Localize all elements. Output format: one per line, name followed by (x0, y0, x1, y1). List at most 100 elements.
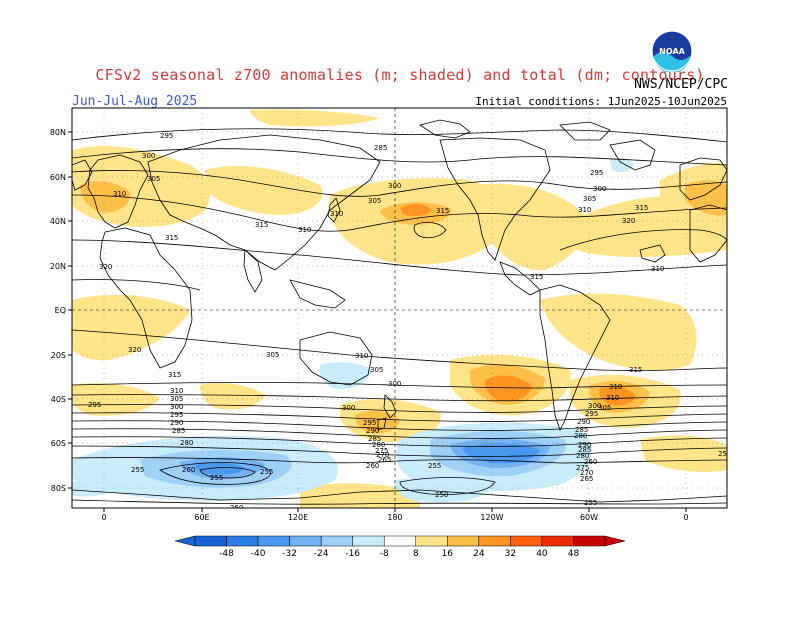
contour-label: 285 (374, 144, 387, 152)
lon-tick-label: 60W (580, 513, 598, 522)
contour-label: 255 (260, 468, 273, 476)
contour-label: 290 (577, 418, 590, 426)
lat-tick-label: 60N (50, 173, 66, 182)
colorbar-tick-label: 40 (536, 549, 548, 559)
contour-label: 315 (436, 207, 449, 215)
reference-lines (72, 108, 727, 508)
contour-label: 315 (629, 366, 642, 374)
colorbar-tick-label: -16 (345, 549, 360, 559)
colorbar-swatch (352, 535, 385, 547)
contour-label: 310 (170, 387, 183, 395)
contour-label: 305 (170, 395, 183, 403)
contour-label: 285 (172, 427, 185, 435)
lon-tick-label: 0 (683, 513, 688, 522)
graticule (72, 108, 727, 508)
positive-anomaly-shading (72, 109, 727, 508)
contour-label: 255 (131, 466, 144, 474)
contour-label: 290 (366, 427, 379, 435)
noaa-logo: NOAA (651, 30, 693, 72)
colorbar-swatch (383, 535, 417, 547)
contour-label: 255 (584, 499, 597, 507)
agency-label: NWS/NCEP/CPC (634, 77, 728, 92)
colorbar-swatch (415, 535, 448, 547)
contour-label: 255 (210, 474, 223, 482)
contour-label: 315 (635, 204, 648, 212)
contour-label: 290 (578, 441, 591, 449)
colorbar-tick-label: 32 (505, 549, 516, 559)
contour-label: 300 (342, 404, 355, 412)
contour-label: 310 (355, 352, 368, 360)
contour-label: 280 (180, 439, 193, 447)
colorbar-tick-label: -32 (282, 549, 297, 559)
contour-label: 320 (99, 263, 112, 271)
colorbar-swatch (541, 535, 574, 547)
lon-tick-label: 120E (288, 513, 308, 522)
lon-tick-label: 120W (480, 513, 503, 522)
contour-label: 295 (88, 401, 101, 409)
contour-label: 310 (578, 206, 591, 214)
latitude-axis: 80N 60N 40N 20N EQ 20S 40S 60S 80S (50, 128, 72, 493)
lon-tick-label: 180 (387, 513, 402, 522)
contour-label: 295 (160, 132, 173, 140)
contour-label: 315 (255, 221, 268, 229)
lat-tick-label: 20S (51, 351, 66, 360)
contour-label: 310 (330, 210, 343, 218)
longitude-axis: 0 60E 120E 180 120W 60W 0 (101, 508, 689, 522)
contour-label: 305 (368, 197, 381, 205)
colorbar: -48 -40 -32 -24 -16 -8 8 16 24 32 40 48 (174, 535, 626, 559)
colorbar-min-arrow (174, 535, 196, 547)
contour-label: 295 (363, 419, 376, 427)
colorbar-swatch (289, 535, 322, 547)
colorbar-swatch (478, 535, 511, 547)
contour-label: 285 (368, 435, 381, 443)
lon-tick-label: 60E (194, 513, 209, 522)
contour-label: 300 (588, 402, 601, 410)
colorbar-swatch (226, 535, 259, 547)
contour-label: 275 (375, 447, 388, 455)
lon-tick-label: 0 (101, 513, 106, 522)
contour-label: 290 (170, 419, 183, 427)
colorbar-tick-label: 24 (473, 549, 485, 559)
contour-label: 310 (298, 226, 311, 234)
contour-label: 320 (622, 217, 635, 225)
contour-label: 280 (372, 441, 385, 449)
contour-label: 260 (366, 462, 379, 470)
contour-label: 300 (388, 380, 401, 388)
contour-label: 305 (583, 195, 596, 203)
contour-label: 280 (576, 452, 589, 460)
map-frame (71, 107, 728, 509)
contour-label: 315 (165, 234, 178, 242)
contour-label: 310 (606, 394, 619, 402)
contour-label: 255 (428, 462, 441, 470)
negative-anomaly-shading (72, 157, 634, 503)
contour-label: 250 (435, 491, 448, 499)
contour-label: 305 (598, 404, 611, 412)
height-contours (72, 128, 727, 505)
contour-label: 305 (370, 366, 383, 374)
colorbar-swatch (573, 535, 606, 547)
lat-tick-label: 80S (51, 484, 66, 493)
contour-label: 285 (575, 426, 588, 434)
season-label: Jun-Jul-Aug 2025 (72, 94, 198, 109)
contour-label: 315 (530, 273, 543, 281)
contour-label: 310 (651, 265, 664, 273)
colorbar-tick-label: -48 (219, 549, 234, 559)
contour-label: 300 (593, 185, 606, 193)
colorbar-swatch (257, 535, 290, 547)
contour-label: 265 (378, 456, 391, 464)
contour-label: 310 (113, 190, 126, 198)
colorbar-swatch (320, 535, 353, 547)
figure-title: CFSv2 seasonal z700 anomalies (m; shaded… (95, 66, 705, 84)
contour-label: 260 (182, 466, 195, 474)
contour-label: 295 (585, 410, 598, 418)
colorbar-tick-label: -40 (251, 549, 266, 559)
contour-label: 315 (168, 371, 181, 379)
noaa-logo-text: NOAA (659, 47, 685, 56)
colorbar-swatch (510, 535, 543, 547)
colorbar-tick-label: 16 (442, 549, 454, 559)
lat-tick-label: EQ (55, 306, 66, 315)
contour-label: 300 (170, 403, 183, 411)
colorbar-swatch (194, 535, 227, 547)
colorbar-tick-label: -24 (314, 549, 329, 559)
